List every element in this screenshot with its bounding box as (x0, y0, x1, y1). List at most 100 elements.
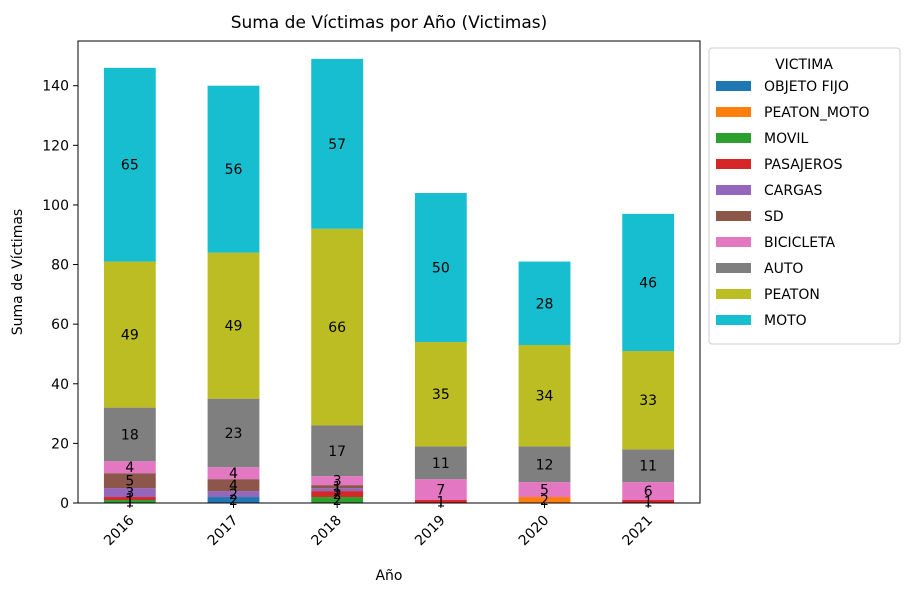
bar-segment (207, 497, 260, 503)
bar-segment (207, 491, 260, 498)
bar-value-label: 50 (432, 261, 450, 277)
bar-segment (518, 261, 571, 346)
bar-segment (622, 500, 675, 503)
y-tick-label: 140 (42, 79, 69, 95)
bar-value-label: 2 (229, 493, 238, 509)
legend-label: PEATON_MOTO (764, 105, 870, 121)
y-tick-label: 40 (51, 377, 69, 393)
y-tick-label: 100 (42, 198, 69, 214)
bar-value-label: 65 (121, 158, 139, 174)
y-tick-label: 20 (51, 436, 69, 452)
y-axis: 0 20 40 60 80 100 120 140 (42, 79, 78, 512)
bar-value-label: 5 (125, 474, 134, 490)
bar-segment (518, 345, 571, 447)
bar-segment (103, 497, 156, 501)
bar-labels: 1135418496522442349562211317665717113550… (121, 137, 657, 511)
bar-value-label: 18 (121, 427, 139, 443)
bar-segment (518, 497, 571, 503)
legend-label: PASAJEROS (764, 157, 843, 173)
bar-segment (103, 488, 156, 498)
bar-segment (414, 479, 467, 501)
x-tick-label: 2020 (516, 513, 553, 550)
legend-label: BICICLETA (764, 235, 836, 251)
bar-value-label: 7 (436, 483, 445, 499)
bar-value-label: 6 (644, 484, 653, 500)
legend-swatch (716, 159, 751, 169)
legend-swatch (716, 81, 751, 91)
bar-value-label: 4 (229, 478, 238, 494)
bar-value-label: 2 (540, 493, 549, 509)
bar-segment (622, 213, 675, 351)
bar-segment (207, 479, 260, 492)
legend-title: VICTIMA (775, 57, 833, 73)
legend-label: PEATON (764, 287, 820, 303)
bar-segment (311, 228, 364, 426)
bar-segment (518, 482, 571, 498)
bar-segment (414, 500, 467, 503)
y-axis-label: Suma de Víctimas (10, 209, 26, 335)
bar-value-label: 66 (328, 320, 346, 336)
bar-segment (311, 476, 364, 486)
bar-segment (207, 252, 260, 399)
y-tick-label: 0 (60, 496, 69, 512)
bar-value-label: 4 (125, 460, 134, 476)
bar-value-label: 2 (333, 493, 342, 509)
chart-title: Suma de Víctimas por Año (Victimas) (231, 13, 548, 33)
bar-value-label: 57 (328, 137, 346, 153)
bar-value-label: 46 (639, 275, 657, 291)
bar-value-label: 12 (536, 457, 554, 473)
legend-swatch (716, 211, 751, 221)
bars (103, 58, 675, 503)
bar-segment (622, 449, 675, 483)
bar-value-label: 17 (328, 444, 346, 460)
legend-label: MOVIL (764, 131, 809, 147)
bar-segment (311, 485, 364, 489)
bar-value-label: 28 (536, 296, 554, 312)
bar-value-label: 3 (333, 474, 342, 490)
bar-value-label: 1 (333, 480, 342, 496)
bar-segment (207, 467, 260, 480)
x-tick-label: 2019 (412, 513, 449, 550)
bar-value-label: 49 (225, 319, 243, 335)
bar-segment (103, 461, 156, 474)
y-tick-label: 60 (51, 317, 69, 333)
bar-value-label: 33 (639, 393, 657, 409)
bar-segment (103, 67, 156, 262)
bar-segment (311, 497, 364, 503)
bar-segment (414, 342, 467, 447)
bar-segment (622, 350, 675, 450)
legend-label: CARGAS (764, 183, 823, 199)
bar-value-label: 3 (125, 486, 134, 502)
bar-segment (414, 446, 467, 480)
legend-swatch (716, 263, 751, 273)
bar-segment (103, 407, 156, 462)
bar-segment (311, 488, 364, 492)
y-tick-label: 120 (42, 138, 69, 154)
bar-segment (622, 482, 675, 501)
bar-segment (311, 58, 364, 229)
plot-frame (77, 40, 701, 504)
bar-segment (103, 500, 156, 503)
x-tick-label: 2018 (308, 513, 345, 550)
bar-value-label: 23 (225, 426, 243, 442)
legend-label: MOTO (764, 313, 807, 329)
bar-value-label: 35 (432, 387, 450, 403)
y-tick-label: 80 (51, 258, 69, 274)
legend-swatch (716, 107, 751, 117)
legend-swatch (716, 185, 751, 195)
bar-value-label: 56 (225, 162, 243, 178)
bar-value-label: 1 (125, 492, 134, 508)
bar-value-label: 2 (229, 487, 238, 503)
bar-segment (207, 85, 260, 253)
legend-box (708, 47, 901, 345)
bar-segment (103, 473, 156, 489)
x-tick-label: 2021 (619, 513, 656, 550)
x-axis: 2016 2017 2018 2019 2020 2021 (101, 503, 656, 549)
bar-value-label: 2 (333, 487, 342, 503)
legend-swatch (716, 237, 751, 247)
bar-value-label: 4 (229, 466, 238, 482)
legend-label: AUTO (764, 261, 803, 277)
legend-label: OBJETO FIJO (764, 79, 849, 95)
bar-segment (207, 398, 260, 468)
